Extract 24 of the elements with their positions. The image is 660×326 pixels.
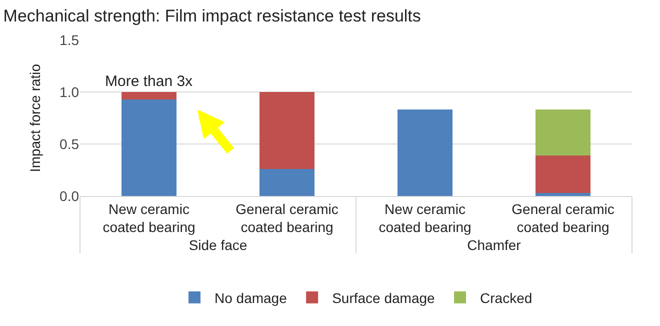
text: Side face: [188, 237, 248, 253]
y-axis-title: Impact force ratio: [27, 64, 44, 172]
bar: [535, 192, 591, 196]
x-tick-label: General ceramic coated bearing: [236, 200, 338, 235]
x-tick-label: General ceramic coated bearing: [512, 200, 614, 235]
text: Chamfer: [467, 237, 522, 253]
y-tick-label: 1.0: [60, 84, 80, 100]
bar: [121, 92, 177, 100]
bar: [259, 168, 315, 196]
y-tick-label: 1.5: [60, 32, 80, 48]
y-tick-label: 0.5: [60, 136, 80, 152]
bar: [535, 110, 591, 156]
annotation: More than 3x: [105, 73, 194, 90]
x-tick-label: New ceramic coated bearing: [102, 200, 196, 235]
x-tick-label: New ceramic coated bearing: [378, 200, 472, 235]
bar: [259, 92, 315, 169]
bar: [121, 99, 177, 196]
bar: [535, 155, 591, 193]
legend-label: No damage: [214, 290, 288, 306]
chart-title: Mechanical strength: Film impact resistance test results: [3, 6, 421, 26]
y-tick-label: 0.0: [60, 188, 80, 204]
legend-label: Surface damage: [332, 290, 436, 306]
legend-label: Cracked: [480, 290, 532, 306]
bar: [397, 110, 453, 196]
